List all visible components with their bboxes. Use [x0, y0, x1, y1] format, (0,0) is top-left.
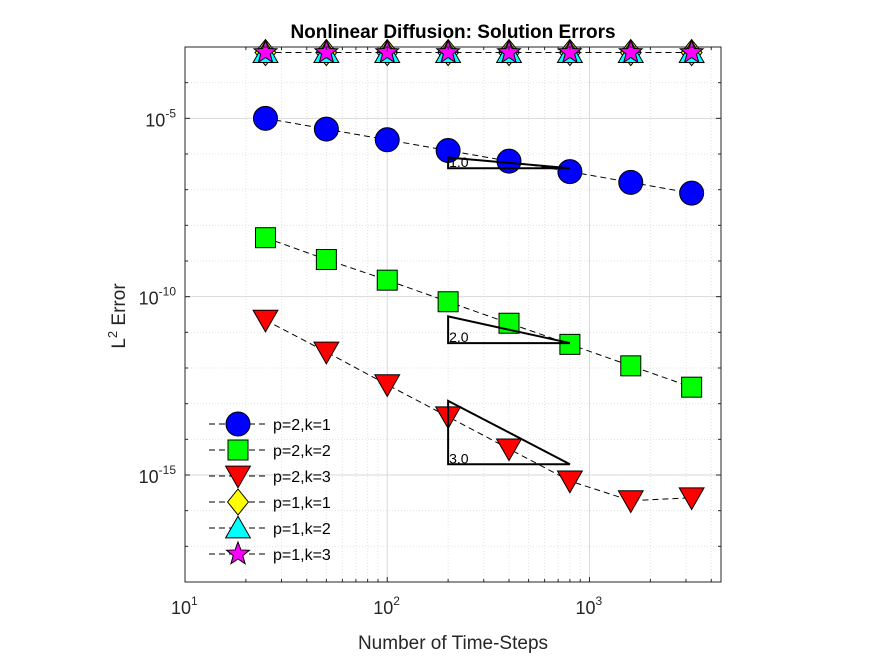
slope-triangles: 1.0 2.0 3.0: [447, 154, 571, 466]
square-marker: [227, 439, 249, 461]
x-axis-label: Number of Time-Steps: [358, 633, 548, 654]
square-marker: [254, 227, 276, 249]
triangle-down-marker: [678, 487, 705, 511]
series-line: [265, 319, 692, 502]
circle-marker: [557, 159, 583, 185]
y-axis-label-rest: Error: [109, 283, 130, 331]
circle-marker: [679, 180, 705, 206]
square-marker: [559, 333, 581, 355]
x-tick-label-exp: 1: [191, 594, 198, 608]
slope-label: 3.0: [449, 450, 469, 466]
square-marker: [681, 376, 703, 398]
x-tick-label-base: 10: [373, 598, 393, 618]
square-marker: [437, 291, 459, 313]
triangle-down-marker: [373, 374, 401, 398]
x-tick-label: 102: [373, 594, 400, 618]
star-marker: [496, 39, 522, 64]
legend-entry: p=1,k=3: [209, 540, 331, 565]
legend: p=2,k=1 p=2,k=2 p=2,k=3 p=1,k=1 p=1,k=2 p=1,k…: [209, 411, 331, 565]
series-p-2-k-3: [252, 309, 705, 514]
y-axis-label-sup: 2: [105, 331, 120, 338]
y-tick-label-exp: -5: [165, 106, 176, 120]
y-tick-label-exp: -15: [159, 463, 177, 477]
y-tick-label-base: 10: [145, 110, 165, 130]
slope-triangle: 3.0: [447, 399, 571, 466]
square-marker: [315, 249, 337, 271]
triangle-down-marker: [617, 490, 645, 514]
circle-marker: [618, 169, 644, 195]
slope-label: 1.0: [449, 154, 469, 170]
triangle-down-marker: [556, 470, 584, 494]
triangle-up-marker: [224, 515, 252, 539]
legend-entry: p=2,k=2: [209, 439, 331, 461]
legend-label: p=1,k=2: [273, 521, 331, 538]
legend-label: p=2,k=3: [273, 469, 331, 486]
legend-label: p=1,k=1: [273, 495, 331, 512]
y-tick-label-base: 10: [139, 289, 159, 309]
star-marker: [435, 39, 461, 64]
legend-entry: p=2,k=1: [209, 411, 331, 437]
y-tick-label-base: 10: [139, 467, 159, 487]
slope-triangle: 1.0: [447, 154, 570, 170]
x-tick-labels: 101 102 103: [171, 594, 603, 618]
x-tick-label-base: 10: [171, 598, 191, 618]
circle-marker: [313, 116, 339, 142]
y-tick-label-exp: -10: [159, 285, 177, 299]
y-axis-label-base: L: [109, 338, 130, 349]
y-axis-label: L2 Error: [105, 283, 130, 349]
triangle-down-marker: [252, 309, 279, 333]
y-tick-label: 10-5: [145, 106, 176, 130]
slope-triangle: 2.0: [447, 315, 571, 345]
legend-entry: p=1,k=2: [209, 515, 331, 539]
star-marker: [225, 540, 251, 565]
axes-box: [184, 46, 722, 583]
x-tick-label-base: 10: [575, 598, 595, 618]
triangle-down-marker: [224, 465, 252, 489]
slope-triangle-shape: [447, 399, 571, 466]
diamond-marker: [226, 488, 250, 516]
star-marker: [617, 39, 644, 64]
star-marker: [557, 39, 583, 64]
legend-label: p=1,k=3: [273, 547, 331, 564]
legend-entry: p=2,k=3: [209, 465, 331, 489]
x-tick-label: 103: [575, 594, 602, 618]
circle-marker: [225, 411, 251, 437]
x-tick-label-exp: 2: [393, 594, 400, 608]
series-layer: [252, 38, 705, 514]
legend-label: p=2,k=2: [273, 443, 331, 460]
triangle-down-marker: [313, 341, 340, 365]
axis-ticks: [184, 46, 721, 583]
circle-marker: [252, 105, 278, 131]
triangle-down-marker: [495, 438, 523, 462]
star-marker: [252, 39, 279, 64]
chart-title: Nonlinear Diffusion: Solution Errors: [290, 22, 615, 43]
x-tick-label-exp: 3: [596, 594, 603, 608]
circle-marker: [374, 127, 400, 153]
plot-area: 1.0 2.0 3.0: [184, 38, 722, 583]
slope-triangle-shape: [447, 315, 571, 345]
x-tick-label: 101: [171, 594, 198, 618]
series-p-2-k-1: [252, 105, 705, 206]
y-tick-label: 10-10: [139, 285, 177, 309]
square-marker: [620, 355, 642, 377]
legend-entry: p=1,k=1: [209, 488, 331, 516]
y-tick-label: 10-15: [139, 463, 177, 487]
legend-label: p=2,k=1: [273, 417, 331, 434]
star-marker: [678, 39, 705, 64]
slope-triangle-shape: [447, 156, 570, 170]
star-marker: [313, 39, 340, 64]
slope-label: 2.0: [449, 329, 469, 345]
square-marker: [376, 269, 398, 291]
